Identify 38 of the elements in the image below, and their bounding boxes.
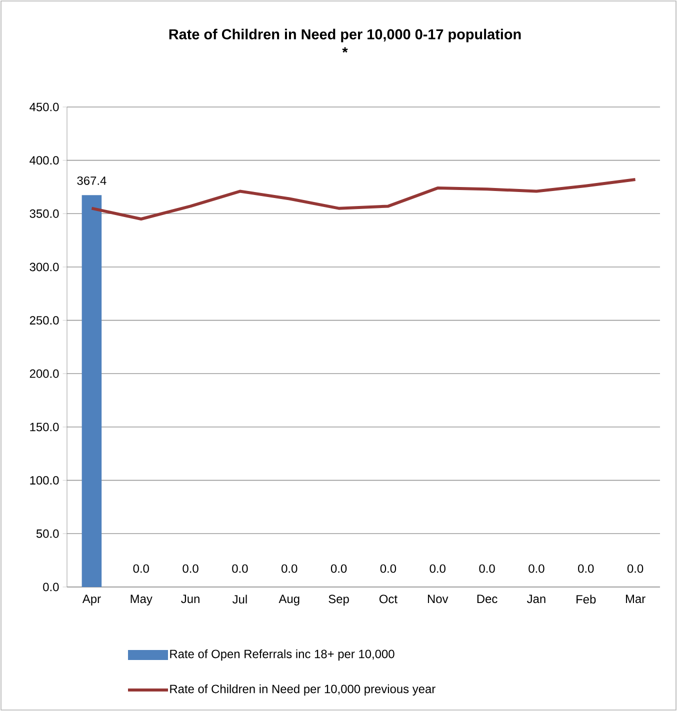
- x-tick-label: Aug: [278, 594, 300, 606]
- y-tick-label: 300.0: [30, 262, 59, 272]
- data-label: 0.0: [330, 564, 347, 573]
- x-tick-label: Jun: [181, 594, 200, 604]
- x-tick-label: Nov: [428, 594, 448, 604]
- x-tick-label: Apr: [82, 594, 101, 606]
- data-label: 0.0: [232, 564, 248, 573]
- y-tick-label: 150.0: [30, 422, 59, 432]
- data-label: 367.4: [77, 176, 106, 185]
- y-tick-label: 400.0: [30, 156, 59, 165]
- y-tick-label: 450.0: [30, 102, 59, 112]
- data-label: 0.0: [479, 564, 495, 573]
- x-tick-label: Mar: [626, 594, 646, 604]
- legend-label: Rate of Open Referrals inc 18+ per 10,000: [170, 649, 394, 661]
- y-tick-label: 200.0: [30, 369, 59, 378]
- x-tick-label: Dec: [477, 594, 498, 604]
- x-tick-label: May: [130, 594, 152, 606]
- data-label: 0.0: [380, 564, 396, 573]
- chart-subtitle: *: [342, 47, 348, 53]
- data-label: 0.0: [182, 564, 198, 573]
- data-label: 0.0: [282, 564, 298, 573]
- y-tick-label: 50.0: [36, 529, 59, 538]
- y-tick-label: 250.0: [30, 316, 59, 325]
- x-tick-label: Jan: [527, 594, 546, 604]
- x-tick-label: Feb: [576, 594, 596, 604]
- x-tick-label: Sep: [328, 594, 349, 606]
- y-tick-label: 350.0: [30, 209, 59, 218]
- y-tick-label: 100.0: [30, 476, 59, 485]
- x-tick-label: Oct: [379, 594, 398, 604]
- y-tick-label: 0.0: [43, 582, 59, 592]
- data-label: 0.0: [133, 564, 149, 573]
- x-tick-label: Jul: [232, 594, 247, 604]
- chart-title: Rate of Children in Need per 10,000 0-17 population: [169, 28, 521, 42]
- data-label: 0.0: [627, 564, 644, 573]
- legend-label: Rate of Children in Need per 10,000 previous year: [170, 684, 436, 696]
- data-label: 0.0: [578, 564, 594, 573]
- data-label: 0.0: [528, 564, 544, 573]
- data-label: 0.0: [430, 564, 446, 573]
